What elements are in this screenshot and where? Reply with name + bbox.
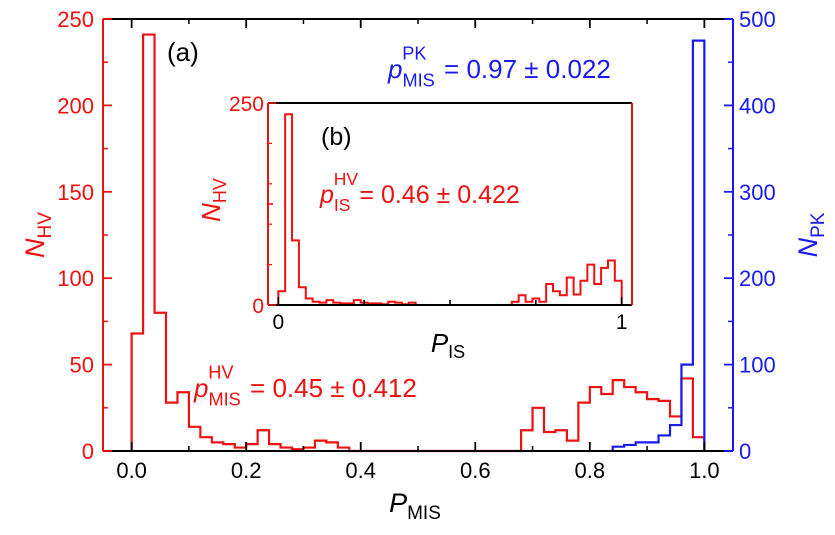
annotation-symbol: p xyxy=(193,373,208,403)
right-y-axis-title-main: N xyxy=(793,237,823,257)
left-y-axis-title-sub: HV xyxy=(35,212,56,239)
left-y-tick-label: 200 xyxy=(57,93,94,118)
x-axis-title: PMIS xyxy=(389,488,441,524)
annotation-symbol: p xyxy=(387,54,402,84)
x-tick-label: 0.2 xyxy=(231,458,262,483)
annotation-subscript: IS xyxy=(334,195,351,215)
inset-x-axis-title-sub: IS xyxy=(448,342,465,362)
left-y-tick-label: 250 xyxy=(57,7,94,32)
inset-x-tick-label: 1 xyxy=(616,311,628,334)
left-y-tick-label: 100 xyxy=(57,266,94,291)
annotation-hv-formula: pMIS = 0.45 ± 0.412 xyxy=(193,373,417,409)
right-y-tick-label: 200 xyxy=(739,266,776,291)
annotation-value: = 0.46 ± 0.422 xyxy=(352,181,519,209)
annotation-hv-formula: pIS = 0.46 ± 0.422 xyxy=(319,181,520,215)
panel-label-b: (b) xyxy=(321,123,352,151)
panel-label-a: (a) xyxy=(167,37,199,67)
x-tick-label: 0.4 xyxy=(345,458,376,483)
x-tick-label: 0.6 xyxy=(460,458,491,483)
annotation-superscript: PK xyxy=(402,43,426,63)
left-y-tick-label: 0 xyxy=(82,439,94,464)
right-y-tick-label: 300 xyxy=(739,180,776,205)
annotation-pk-formula: pMIS = 0.97 ± 0.022 xyxy=(387,54,611,90)
series-pk-histogram xyxy=(611,39,706,451)
inset-x-axis-title: PIS xyxy=(431,328,465,362)
left-y-tick-label: 150 xyxy=(57,180,94,205)
annotation-value: = 0.45 ± 0.412 xyxy=(243,373,417,403)
x-axis-title-main: P xyxy=(389,488,407,518)
right-y-tick-label: 400 xyxy=(739,93,776,118)
left-y-tick-label: 50 xyxy=(70,353,94,378)
annotation-superscript: HV xyxy=(208,362,234,382)
x-tick-label: 1.0 xyxy=(689,458,720,483)
inset-y-axis-title-main: N xyxy=(196,203,226,222)
left-y-axis-title-main: N xyxy=(20,238,50,258)
annotation-superscript: HV xyxy=(334,169,359,189)
annotation-value: = 0.97 ± 0.022 xyxy=(437,54,611,84)
inset-background xyxy=(268,103,632,305)
left-y-axis-title: NHV xyxy=(20,212,56,258)
inset-x-tick-label: 0 xyxy=(272,311,284,334)
right-y-tick-label: 0 xyxy=(739,439,751,464)
annotation-subscript: MIS xyxy=(208,389,240,409)
x-axis-title-sub: MIS xyxy=(407,503,441,524)
inset-y-axis-title-sub: HV xyxy=(210,178,230,203)
inset-y-tick-label: 250 xyxy=(229,93,264,116)
annotation-subscript: MIS xyxy=(402,70,434,90)
right-y-axis-title-sub: PK xyxy=(808,212,829,238)
x-tick-label: 0.0 xyxy=(116,458,147,483)
inset-x-axis-title-main: P xyxy=(431,328,449,358)
annotation-symbol: p xyxy=(319,181,334,209)
right-y-tick-label: 100 xyxy=(739,353,776,378)
inset-y-axis-title: NHV xyxy=(196,178,230,222)
x-tick-label: 0.8 xyxy=(575,458,606,483)
inset-y-tick-label: 0 xyxy=(252,295,264,318)
right-y-axis-title: NPK xyxy=(793,212,829,257)
right-y-tick-label: 500 xyxy=(739,7,776,32)
